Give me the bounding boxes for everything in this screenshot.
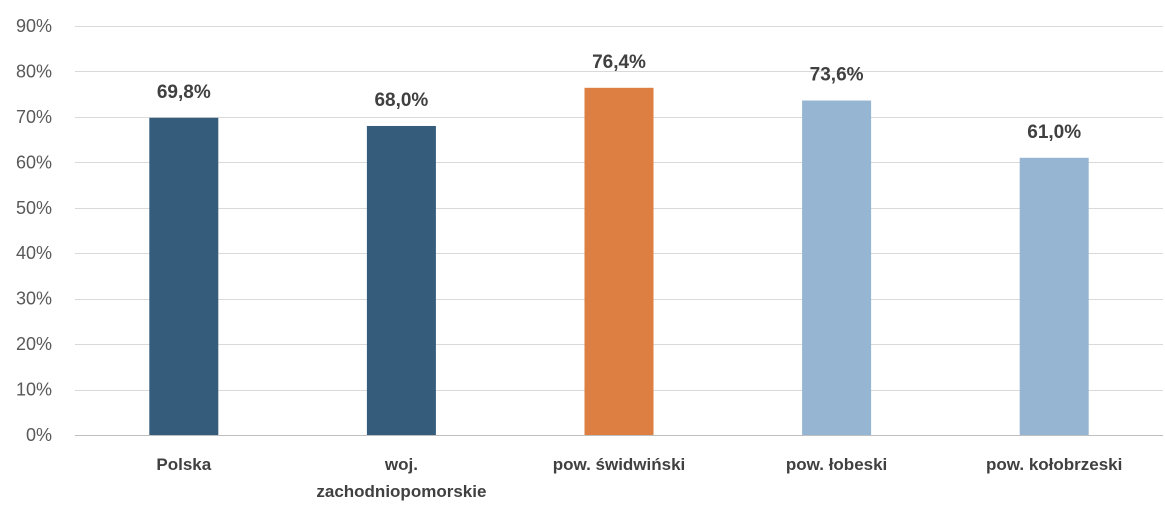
x-tick-label: pow. łobeski xyxy=(786,455,887,474)
bar xyxy=(584,87,654,435)
bar xyxy=(149,117,219,435)
data-label: 61,0% xyxy=(1027,122,1081,143)
bar xyxy=(1019,157,1089,436)
y-tick-label: 0% xyxy=(26,425,52,445)
data-label: 69,8% xyxy=(157,82,211,103)
bar xyxy=(366,125,436,435)
y-tick-label: 70% xyxy=(16,107,52,127)
y-tick-label: 50% xyxy=(16,198,52,218)
y-axis-tick-labels: 0% 10% 20% 30% 40% 50% 60% 70% 80% 90% xyxy=(16,16,52,445)
y-tick-label: 30% xyxy=(16,289,52,309)
y-tick-label: 20% xyxy=(16,334,52,354)
bars xyxy=(149,87,1089,436)
x-tick-label: pow. świdwiński xyxy=(553,455,686,474)
data-label: 76,4% xyxy=(592,52,646,73)
x-tick-label: woj. zachodniopomorskie xyxy=(316,455,486,501)
x-tick-label: Polska xyxy=(156,455,211,474)
y-tick-label: 80% xyxy=(16,61,52,81)
data-label: 68,0% xyxy=(374,90,428,111)
data-label: 73,6% xyxy=(810,65,864,86)
bar xyxy=(802,100,872,435)
x-axis-category-labels: Polska woj. zachodniopomorskie pow. świdwiń… xyxy=(156,455,1122,501)
y-tick-label: 40% xyxy=(16,243,52,263)
x-tick-label: pow. kołobrzeski xyxy=(986,455,1122,474)
y-tick-label: 10% xyxy=(16,380,52,400)
data-labels: 69,8% 68,0% 76,4% 73,6% 61,0% xyxy=(157,52,1081,143)
y-tick-label: 90% xyxy=(16,16,52,36)
y-tick-label: 60% xyxy=(16,152,52,172)
